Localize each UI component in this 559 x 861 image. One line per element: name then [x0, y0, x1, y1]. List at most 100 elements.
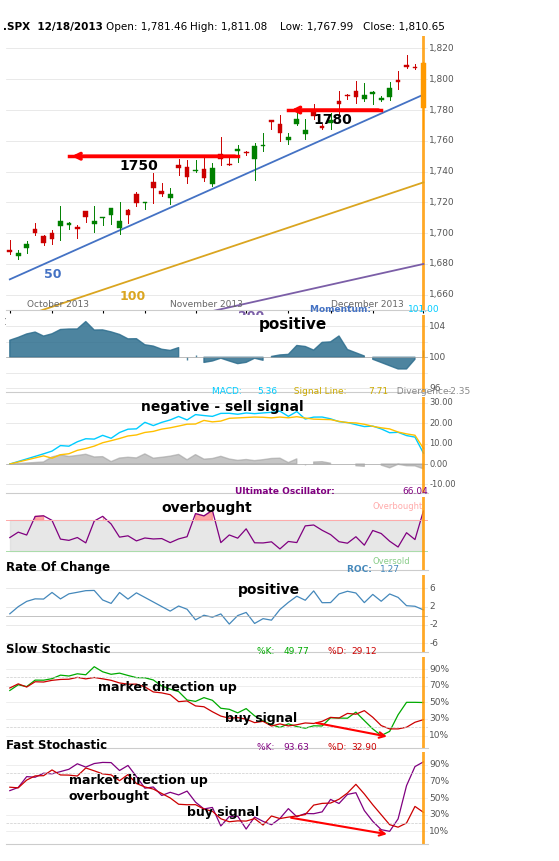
Bar: [25, 244, 29, 248]
Text: 70%: 70%: [429, 777, 449, 786]
Text: 10%: 10%: [429, 731, 449, 740]
Text: 101.00: 101.00: [408, 305, 440, 313]
Bar: [278, 124, 282, 133]
Text: 100: 100: [429, 353, 447, 362]
Text: 5.36: 5.36: [257, 387, 277, 396]
Text: positive: positive: [259, 317, 327, 331]
Bar: [252, 146, 257, 158]
Text: Rate Of Change: Rate Of Change: [6, 561, 110, 573]
Bar: [109, 208, 113, 215]
Bar: [421, 63, 426, 108]
Text: MACD:: MACD:: [212, 387, 245, 396]
Text: High: 1,811.08: High: 1,811.08: [190, 22, 267, 32]
Bar: [404, 65, 409, 66]
Text: %D:: %D:: [328, 647, 349, 656]
Text: 10.00: 10.00: [429, 439, 453, 448]
Text: Slow Stochastic: Slow Stochastic: [6, 643, 110, 656]
Text: October 2013: October 2013: [27, 300, 89, 309]
Bar: [379, 97, 383, 100]
Text: 93.63: 93.63: [283, 742, 309, 752]
Bar: [117, 220, 122, 228]
Text: 10%: 10%: [429, 827, 449, 836]
Text: 49.77: 49.77: [283, 647, 309, 656]
Text: 1.27: 1.27: [380, 565, 400, 573]
Text: 1,760: 1,760: [429, 136, 455, 146]
Text: Momentum:: Momentum:: [310, 305, 375, 313]
Text: 2: 2: [429, 602, 435, 611]
Text: market direction up: market direction up: [69, 774, 207, 788]
Bar: [371, 92, 375, 95]
Text: 7.71: 7.71: [368, 387, 388, 396]
Bar: [219, 154, 223, 158]
Bar: [75, 227, 80, 229]
Text: 90%: 90%: [429, 665, 449, 673]
Text: -6: -6: [429, 639, 438, 647]
Text: 50%: 50%: [429, 697, 449, 707]
Text: 29.12: 29.12: [351, 647, 377, 656]
Text: 1,780: 1,780: [429, 106, 455, 115]
Text: 30.00: 30.00: [429, 399, 453, 407]
Bar: [134, 195, 139, 202]
Text: %K:: %K:: [257, 742, 277, 752]
Text: positive: positive: [238, 583, 300, 597]
Bar: [168, 194, 173, 198]
Text: ROC:: ROC:: [347, 565, 375, 573]
Bar: [159, 191, 164, 194]
Text: 90%: 90%: [429, 760, 449, 770]
Text: -10.00: -10.00: [429, 480, 456, 489]
Text: Close: 1,810.65: Close: 1,810.65: [363, 22, 445, 32]
Text: 66.04: 66.04: [402, 487, 428, 496]
Text: %K:: %K:: [257, 647, 277, 656]
Text: .SPX  12/18/2013: .SPX 12/18/2013: [3, 22, 103, 32]
Bar: [260, 145, 266, 146]
Bar: [295, 119, 299, 123]
Text: Fast Stochastic: Fast Stochastic: [6, 739, 107, 752]
Text: Divergence:: Divergence:: [391, 387, 454, 396]
Text: 1,740: 1,740: [429, 167, 455, 177]
Text: 50%: 50%: [429, 794, 449, 802]
Bar: [176, 165, 181, 168]
Bar: [269, 120, 274, 122]
Text: 1,800: 1,800: [429, 75, 455, 84]
Text: 1,680: 1,680: [429, 259, 455, 269]
Text: 96: 96: [429, 384, 441, 393]
Bar: [311, 110, 316, 115]
Bar: [83, 211, 88, 217]
Text: 200: 200: [238, 310, 264, 323]
Text: -2.35: -2.35: [447, 387, 471, 396]
Bar: [50, 233, 54, 238]
Text: negative - sell signal: negative - sell signal: [141, 400, 304, 414]
Text: Low: 1,767.99: Low: 1,767.99: [280, 22, 353, 32]
Bar: [67, 223, 71, 226]
Bar: [320, 127, 324, 128]
Bar: [16, 253, 21, 256]
Bar: [151, 182, 155, 189]
Bar: [303, 130, 307, 133]
Text: 1,700: 1,700: [429, 229, 455, 238]
Text: Signal Line:: Signal Line:: [288, 387, 349, 396]
Bar: [92, 221, 97, 224]
Bar: [126, 210, 130, 215]
Bar: [58, 221, 63, 226]
Text: December 2013: December 2013: [330, 300, 403, 309]
Text: 50: 50: [44, 269, 61, 282]
Bar: [286, 137, 291, 140]
Text: 1,660: 1,660: [429, 290, 455, 300]
Bar: [353, 90, 358, 96]
Text: Open: 1,781.46: Open: 1,781.46: [106, 22, 187, 32]
Bar: [362, 95, 367, 99]
Bar: [202, 169, 206, 178]
Text: 1750: 1750: [120, 159, 158, 173]
Bar: [7, 251, 12, 252]
Text: %D:: %D:: [328, 742, 349, 752]
Text: 20.00: 20.00: [429, 418, 453, 428]
Text: 70%: 70%: [429, 681, 449, 691]
Text: market direction up: market direction up: [98, 681, 237, 694]
Bar: [33, 229, 37, 233]
Text: 32.90: 32.90: [351, 742, 377, 752]
Text: 30%: 30%: [429, 715, 449, 723]
Text: 0.00: 0.00: [429, 460, 448, 468]
Bar: [328, 120, 333, 123]
Bar: [210, 168, 215, 184]
Text: buy signal: buy signal: [225, 712, 297, 726]
